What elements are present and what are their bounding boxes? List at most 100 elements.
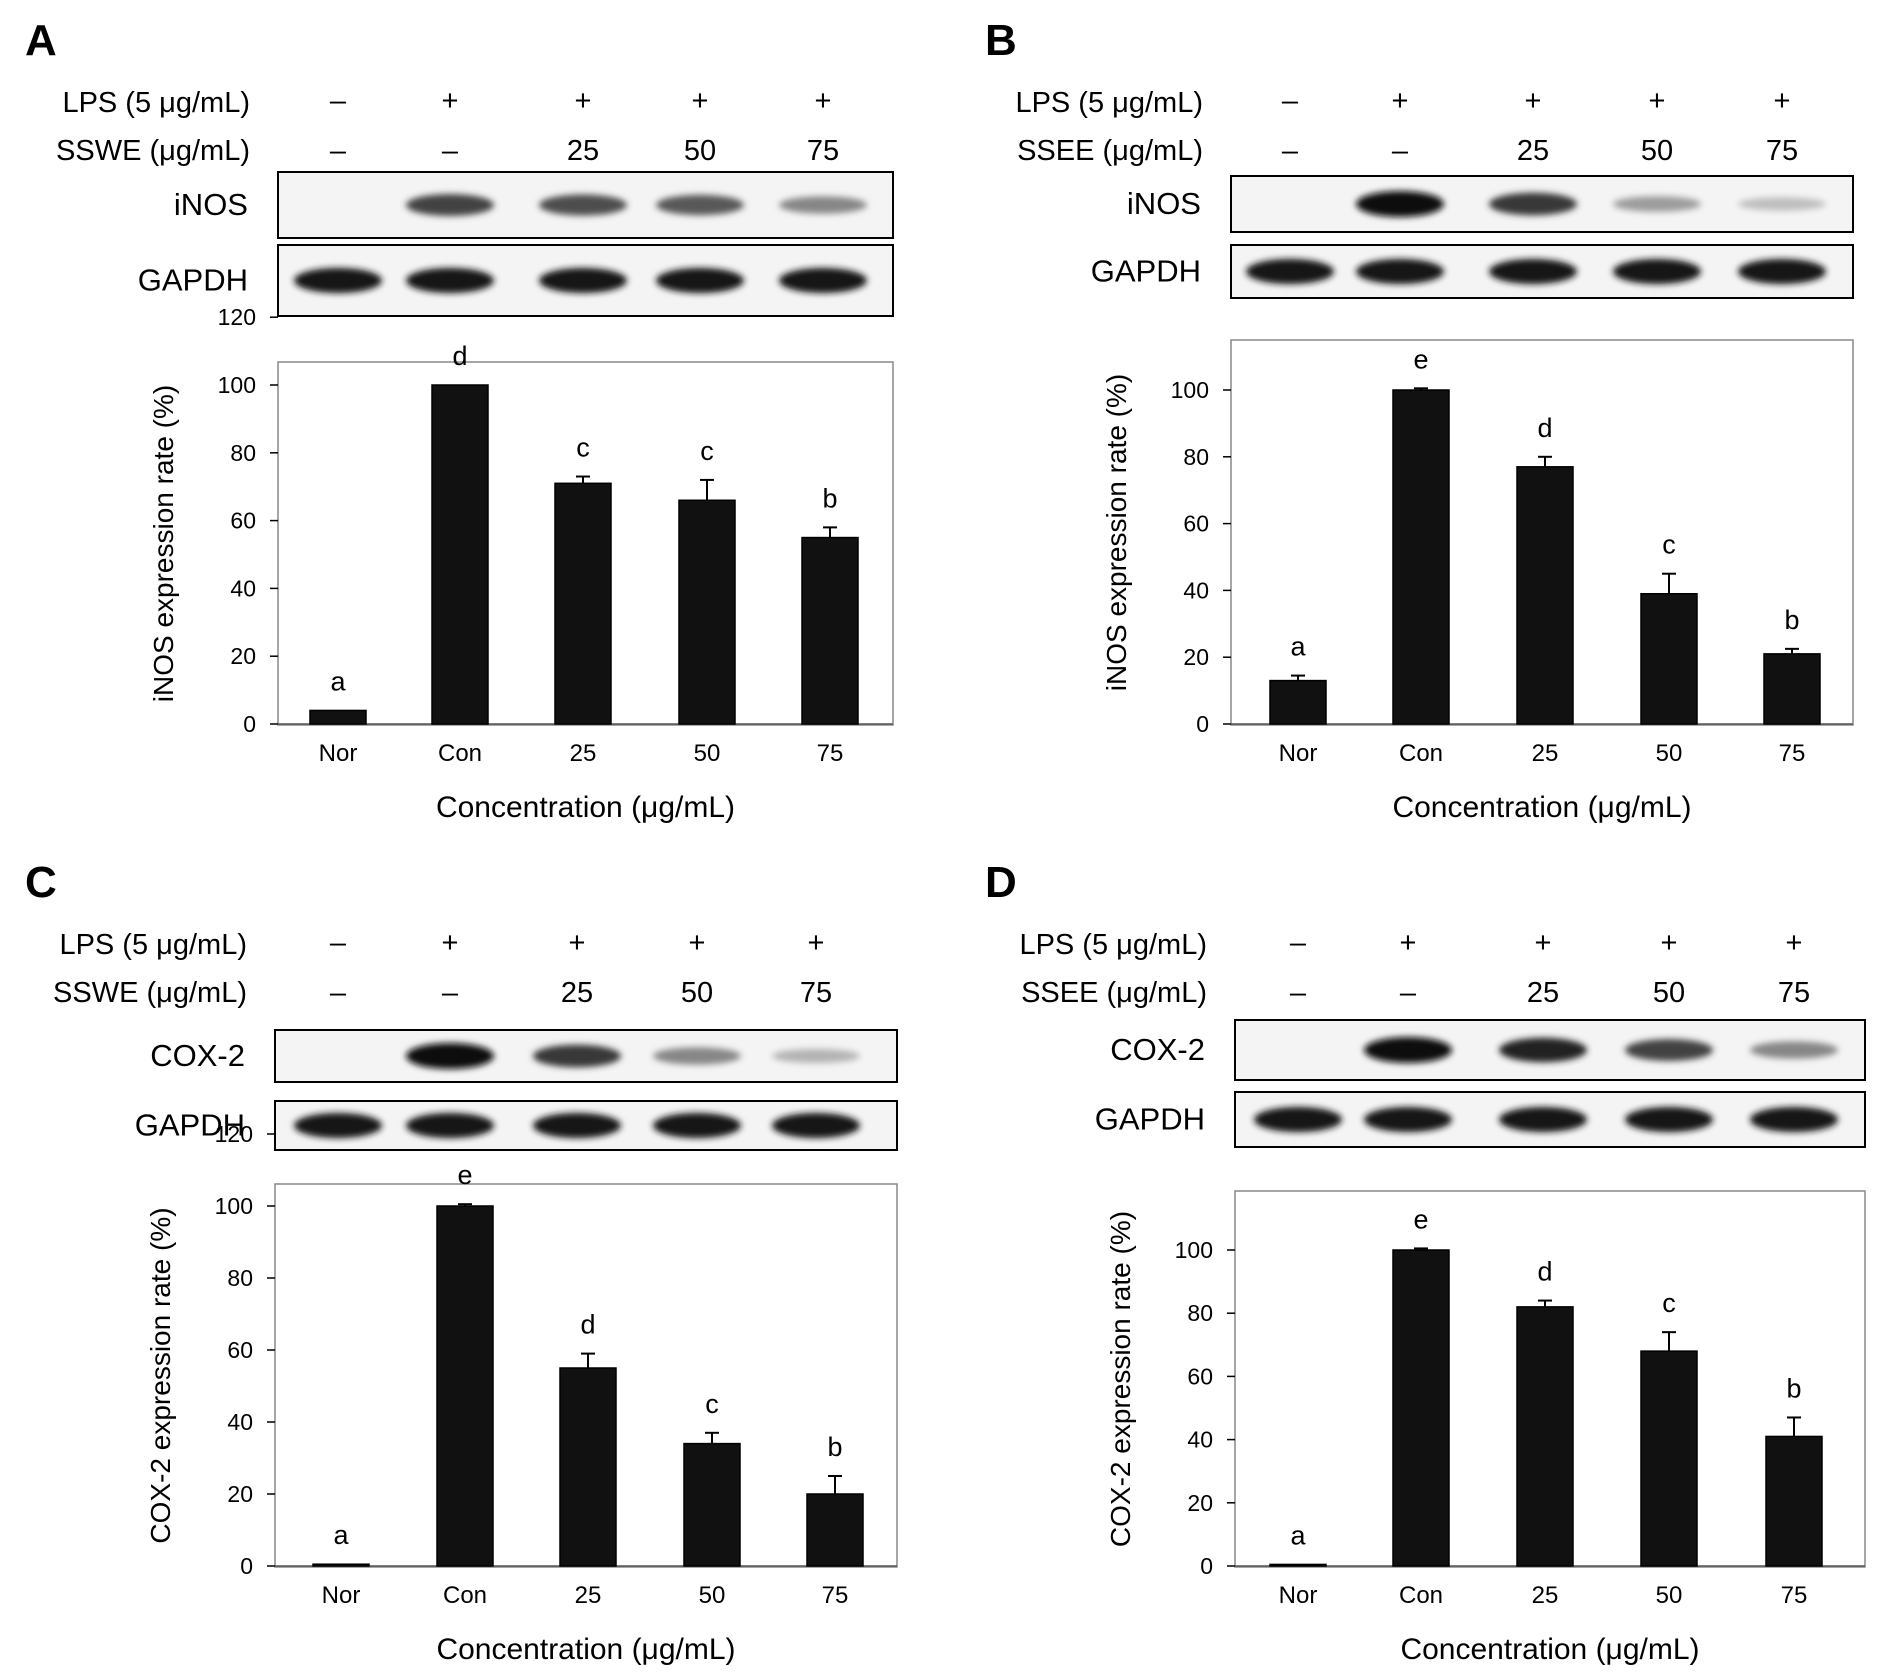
- significance-letter: e: [1413, 1204, 1428, 1234]
- extract-sign: –: [442, 135, 459, 167]
- x-tick-label: 25: [1532, 1582, 1559, 1609]
- blot-label: COX-2: [1110, 1032, 1205, 1067]
- bar-chart: 0 20 40 60 80 100 iNOS expression rate (%) a Nor…: [1101, 339, 1854, 824]
- x-tick-label: Con: [443, 1582, 487, 1609]
- blot-label: GAPDH: [135, 1108, 245, 1143]
- significance-letter: e: [457, 1160, 472, 1190]
- bar: [1763, 653, 1821, 725]
- panel-b: B LPS (5 μg/mL) SSEE (μg/mL) – + + + + – – 25 50 75 i…: [985, 16, 1854, 824]
- bar: [1269, 679, 1327, 725]
- y-tick-label: 120: [218, 304, 256, 330]
- blot-band: [1625, 1039, 1713, 1061]
- x-tick-label: 25: [575, 1582, 602, 1609]
- x-axis-label: Concentration (μg/mL): [436, 1633, 735, 1666]
- significance-letter: d: [580, 1310, 595, 1340]
- extract-sign: –: [330, 135, 347, 167]
- x-tick-label: 50: [1656, 740, 1683, 767]
- blot-band: [779, 267, 867, 294]
- lps-sign: –: [330, 927, 347, 959]
- y-tick-label: 40: [1187, 1427, 1213, 1453]
- plot-frame: [277, 361, 894, 726]
- extract-row-label: SSWE (μg/mL): [53, 977, 247, 1009]
- bar: [1765, 1435, 1823, 1567]
- extract-row-label: SSEE (μg/mL): [1021, 977, 1207, 1009]
- blot-band: [1356, 191, 1444, 217]
- plot-frame: [274, 1183, 898, 1568]
- extract-row-label: SSEE (μg/mL): [1017, 135, 1203, 167]
- y-tick-label: 100: [218, 372, 256, 398]
- y-tick-label: 20: [230, 643, 256, 669]
- x-axis-label: Concentration (μg/mL): [1392, 791, 1691, 824]
- y-axis-label: iNOS expression rate (%): [1101, 374, 1132, 691]
- extract-sign: –: [1392, 135, 1409, 167]
- extract-sign: 50: [1641, 135, 1673, 167]
- significance-letter: b: [827, 1432, 842, 1462]
- y-tick-label: 0: [1196, 711, 1209, 737]
- blot-band: [539, 194, 627, 216]
- blot-band: [1489, 192, 1577, 216]
- x-tick-label: Nor: [319, 740, 358, 767]
- significance-letter: d: [1537, 413, 1552, 443]
- extract-sign: –: [442, 977, 459, 1009]
- blot-strip-gapdh: GAPDH: [1095, 1091, 1866, 1148]
- blot-band: [1489, 258, 1577, 285]
- significance-letter: c: [576, 433, 590, 463]
- y-axis-label: COX-2 expression rate (%): [145, 1207, 176, 1543]
- blot-strip-cox-2: COX-2: [150, 1029, 898, 1083]
- y-tick-label: 20: [1187, 1490, 1213, 1516]
- blot-strip-inos: iNOS: [174, 171, 894, 239]
- y-tick-label: 100: [215, 1193, 253, 1219]
- bar: [678, 499, 736, 725]
- bar: [1392, 389, 1450, 725]
- extract-sign: 50: [684, 135, 716, 167]
- lps-sign: +: [1400, 927, 1417, 959]
- blot-band: [406, 194, 494, 216]
- lps-sign: +: [1535, 927, 1552, 959]
- extract-sign: 50: [681, 977, 713, 1009]
- x-tick-label: 25: [1532, 740, 1559, 767]
- lps-sign: +: [808, 927, 825, 959]
- plot-frame: [1230, 339, 1854, 726]
- blot-label: GAPDH: [138, 263, 248, 298]
- blot-label: iNOS: [1127, 186, 1201, 221]
- blot-band: [406, 267, 494, 294]
- lps-sign: +: [692, 85, 709, 117]
- extract-sign: –: [1282, 135, 1299, 167]
- x-tick-label: Con: [438, 740, 482, 767]
- significance-letter: d: [1537, 1257, 1552, 1287]
- panel-letter: B: [985, 16, 1017, 65]
- extract-sign: 25: [1527, 977, 1559, 1009]
- x-tick-label: Nor: [322, 1582, 361, 1609]
- significance-letter: c: [700, 436, 714, 466]
- lps-sign: +: [1661, 927, 1678, 959]
- blot-band: [533, 1044, 621, 1068]
- blot-band: [1738, 197, 1826, 211]
- blot-band: [772, 1049, 860, 1063]
- lps-row-label: LPS (5 μg/mL): [59, 929, 247, 961]
- y-tick-label: 40: [1183, 577, 1209, 603]
- x-axis-label: Concentration (μg/mL): [1400, 1633, 1699, 1666]
- y-tick-label: 20: [1183, 644, 1209, 670]
- y-tick-label: 80: [1187, 1300, 1213, 1326]
- extract-sign: 25: [567, 135, 599, 167]
- blot-band: [653, 1047, 741, 1065]
- blot-band: [1364, 1037, 1452, 1063]
- blot-label: COX-2: [150, 1038, 245, 1073]
- lps-row-label: LPS (5 μg/mL): [1015, 87, 1203, 119]
- lps-sign: –: [1282, 85, 1299, 117]
- extract-sign: 75: [1778, 977, 1810, 1009]
- bar: [806, 1493, 864, 1567]
- panel-letter: D: [985, 858, 1017, 907]
- x-tick-label: 75: [1781, 1582, 1808, 1609]
- blot-label: GAPDH: [1095, 1102, 1205, 1137]
- blot-band: [653, 1112, 741, 1139]
- significance-letter: a: [333, 1520, 349, 1550]
- x-tick-label: 75: [1779, 740, 1806, 767]
- blot-band: [1738, 258, 1826, 285]
- bar-chart: 0 20 40 60 80 100 COX-2 expression rate (%) a No…: [1105, 1190, 1866, 1666]
- blot-band: [1356, 258, 1444, 285]
- extract-sign: 25: [1517, 135, 1549, 167]
- extract-sign: –: [1290, 977, 1307, 1009]
- y-tick-label: 60: [1187, 1363, 1213, 1389]
